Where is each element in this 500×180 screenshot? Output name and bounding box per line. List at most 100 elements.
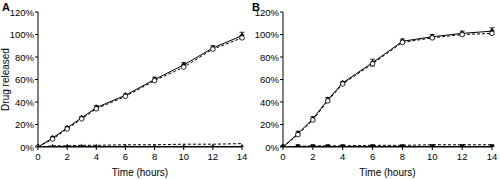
- x-tick: [492, 147, 493, 150]
- y-tick: [280, 12, 283, 13]
- marker: [400, 38, 405, 44]
- x-tick: [154, 147, 155, 150]
- marker: [123, 94, 128, 99]
- figure: A0%20%40%60%80%100%120%02468101214Time (…: [0, 0, 500, 180]
- marker: [340, 80, 345, 86]
- marker: [430, 34, 435, 40]
- x-tick: [312, 147, 313, 150]
- y-tick: [35, 57, 38, 58]
- x-tick: [183, 147, 184, 150]
- marker: [152, 76, 157, 82]
- marker: [239, 144, 244, 147]
- marker: [211, 47, 216, 52]
- y-tick: [35, 34, 38, 35]
- x-tick: [342, 147, 343, 150]
- y-tick: [280, 124, 283, 125]
- marker: [311, 118, 316, 123]
- y-tick-label: 40%: [15, 97, 35, 108]
- y-tick-label: 120%: [255, 7, 280, 18]
- x-tick: [125, 147, 126, 150]
- marker: [50, 135, 55, 141]
- y-tick: [35, 12, 38, 13]
- x-tick-label: 14: [237, 151, 248, 162]
- y-tick-label: 20%: [15, 119, 35, 130]
- x-tick-label: 10: [178, 151, 189, 162]
- y-tick-label: 0%: [20, 142, 34, 153]
- marker: [152, 78, 157, 83]
- x-tick-label: 12: [457, 151, 468, 162]
- x-tick-label: 4: [94, 151, 99, 162]
- y-tick-label: 20%: [260, 119, 280, 130]
- marker: [460, 30, 465, 36]
- marker: [400, 40, 405, 45]
- marker: [65, 127, 70, 132]
- marker: [296, 132, 301, 137]
- x-tick-label: 6: [123, 151, 128, 162]
- x-tick: [212, 147, 213, 150]
- error-bar: [370, 59, 375, 66]
- x-tick: [67, 147, 68, 150]
- marker: [94, 104, 99, 110]
- x-tick: [96, 147, 97, 150]
- x-tick-label: 4: [340, 151, 345, 162]
- y-tick: [35, 102, 38, 103]
- series-line: [38, 38, 242, 147]
- series-line: [283, 145, 492, 147]
- marker: [181, 65, 186, 70]
- y-tick: [35, 79, 38, 80]
- x-tick: [372, 147, 373, 150]
- y-tick-label: 80%: [15, 52, 35, 63]
- x-tick: [242, 147, 243, 150]
- marker: [123, 92, 128, 98]
- marker: [50, 137, 55, 142]
- series-line: [283, 31, 492, 147]
- marker: [370, 61, 375, 66]
- marker: [79, 117, 84, 122]
- series-line: [38, 144, 242, 147]
- marker: [325, 99, 330, 104]
- x-tick-label: 8: [400, 151, 405, 162]
- x-tick-label: 12: [208, 151, 219, 162]
- x-tick-label: 2: [310, 151, 315, 162]
- y-tick-label: 60%: [260, 74, 280, 85]
- series-line: [38, 36, 242, 147]
- y-tick: [280, 34, 283, 35]
- y-tick-label: 60%: [15, 74, 35, 85]
- panel: B0%20%40%60%80%100%120%02468101214Time (…: [252, 1, 497, 178]
- x-tick-label: 6: [370, 151, 375, 162]
- y-tick: [280, 79, 283, 80]
- y-axis-label: Drug released: [0, 48, 11, 111]
- series-line: [283, 33, 492, 147]
- panel: A0%20%40%60%80%100%120%02468101214Time (…: [0, 1, 247, 178]
- x-tick: [402, 147, 403, 150]
- x-tick-label: 14: [487, 151, 498, 162]
- x-tick-label: 8: [152, 151, 157, 162]
- marker: [460, 32, 465, 37]
- marker: [430, 36, 435, 41]
- y-tick: [35, 124, 38, 125]
- y-tick: [280, 102, 283, 103]
- y-tick-label: 100%: [255, 29, 280, 40]
- marker: [210, 45, 215, 51]
- marker: [65, 125, 70, 131]
- plot-area: [35, 32, 244, 147]
- y-tick-label: 40%: [260, 97, 280, 108]
- marker: [310, 116, 315, 122]
- y-tick: [280, 57, 283, 58]
- x-tick-label: 0: [35, 151, 40, 162]
- marker: [370, 59, 375, 65]
- y-tick-label: 100%: [10, 29, 35, 40]
- x-tick-label: 2: [64, 151, 69, 162]
- x-axis-label: Time (hours): [359, 167, 415, 178]
- x-tick: [283, 147, 284, 150]
- marker: [325, 97, 330, 103]
- x-tick: [462, 147, 463, 150]
- x-axis-label: Time (hours): [112, 167, 168, 178]
- x-tick-label: 0: [280, 151, 285, 162]
- x-tick: [432, 147, 433, 150]
- y-tick-label: 80%: [260, 52, 280, 63]
- marker: [79, 115, 84, 121]
- plot-area: [280, 28, 494, 147]
- x-tick-label: 10: [427, 151, 438, 162]
- y-tick-label: 0%: [265, 142, 279, 153]
